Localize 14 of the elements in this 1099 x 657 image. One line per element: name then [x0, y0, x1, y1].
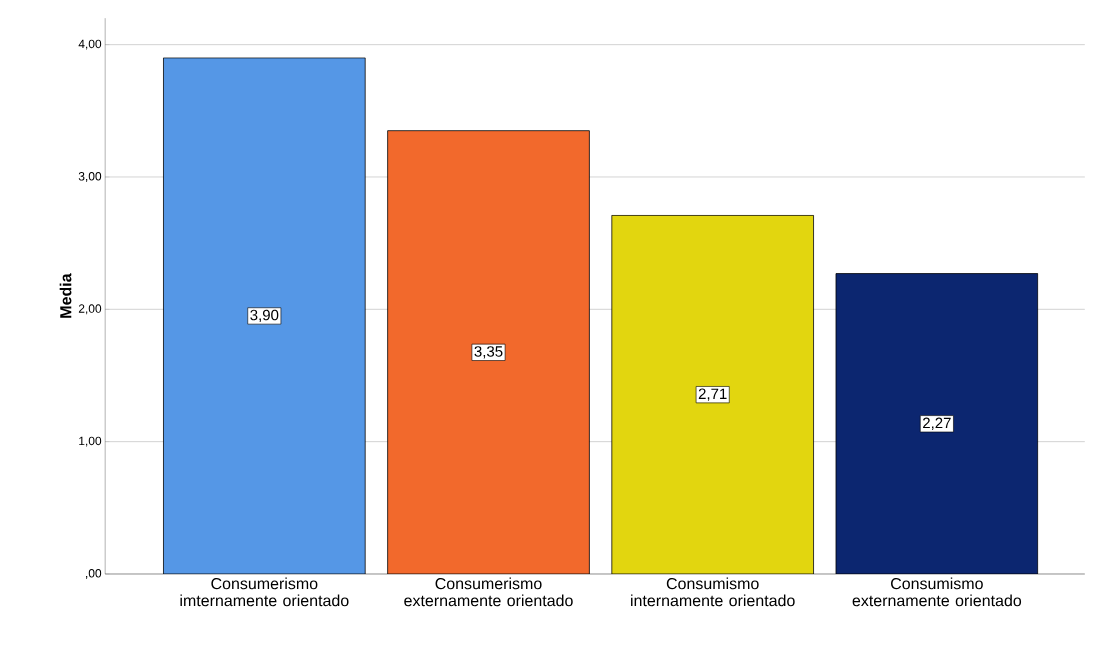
data-label: 2,71 — [698, 388, 727, 401]
y-axis-title: Media — [59, 273, 72, 318]
y-tick-label: 1,00 — [79, 436, 102, 447]
x-tick-label: Consumerismo externamente orientado — [404, 577, 573, 607]
data-label: 3,90 — [250, 309, 279, 323]
y-tick-label: ,00 — [86, 568, 102, 579]
y-tick-label: 4,00 — [78, 39, 102, 50]
y-tick-label: 3,00 — [78, 171, 102, 182]
data-label: 2,27 — [923, 417, 951, 430]
x-tick-label: Consumismo externamente orientado — [852, 577, 1022, 607]
x-tick-label: Consumerismo imternamente orientado — [180, 577, 349, 607]
y-tick-label: 2,00 — [78, 304, 102, 315]
x-tick-label: Consumismo internamente orientado — [631, 577, 795, 607]
data-label: 3,35 — [474, 346, 503, 359]
